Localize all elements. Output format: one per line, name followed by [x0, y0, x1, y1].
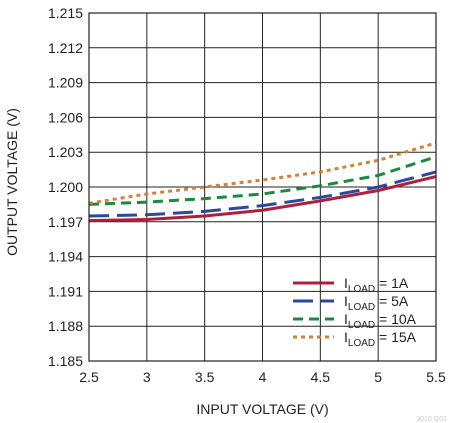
legend-prefix: I: [344, 311, 348, 327]
y-tick-label: 1.194: [48, 249, 83, 265]
legend-subscript: LOAD: [348, 302, 375, 313]
y-axis-title: OUTPUT VOLTAGE (V): [4, 108, 20, 256]
figure-code: 3010 G01: [416, 416, 447, 423]
y-tick-label: 1.206: [48, 109, 83, 125]
legend-value: = 10A: [375, 311, 417, 327]
legend-label-1a: ILOAD = 1A: [344, 275, 409, 295]
legend-prefix: I: [344, 329, 348, 345]
legend-subscript: LOAD: [348, 284, 375, 295]
series-line-15a: [88, 141, 437, 205]
x-tick-label: 4: [259, 369, 267, 385]
y-tick-label: 1.188: [48, 318, 83, 334]
x-tick-label: 2.5: [79, 369, 99, 385]
y-tick-label: 1.200: [48, 179, 83, 195]
y-tick-labels: 1.185 1.188 1.191 1.194 1.197 1.200 1.203 1.206…: [48, 5, 83, 369]
legend-label-5a: ILOAD = 5A: [344, 293, 409, 313]
y-tick-label: 1.203: [48, 144, 83, 160]
legend-label-15a: ILOAD = 15A: [344, 329, 417, 349]
series-line-1a: [88, 175, 437, 223]
legend-prefix: I: [344, 275, 348, 291]
x-tick-label: 3.5: [195, 369, 215, 385]
y-tick-label: 1.215: [48, 5, 83, 21]
series-lines: [88, 141, 437, 223]
legend-subscript: LOAD: [348, 338, 375, 349]
x-tick-label: 5.5: [426, 369, 446, 385]
y-tick-label: 1.185: [48, 353, 83, 369]
series-line-5a: [88, 170, 437, 218]
y-tick-label: 1.197: [48, 214, 83, 230]
legend-prefix: I: [344, 293, 348, 309]
x-tick-label: 3: [143, 369, 151, 385]
y-tick-label: 1.212: [48, 40, 83, 56]
y-tick-label: 1.191: [48, 283, 83, 299]
x-axis-title: INPUT VOLTAGE (V): [196, 401, 328, 417]
legend-value: = 15A: [375, 329, 417, 345]
plot-frame: [88, 12, 437, 362]
legend-value: = 1A: [375, 275, 409, 291]
series-line-10a: [88, 155, 437, 206]
y-tick-label: 1.209: [48, 75, 83, 91]
legend-label-10a: ILOAD = 10A: [344, 311, 417, 331]
legend-value: = 5A: [375, 293, 409, 309]
x-tick-label: 4.5: [311, 369, 331, 385]
x-tick-label: 5: [374, 369, 382, 385]
legend-subscript: LOAD: [348, 320, 375, 331]
x-tick-labels: 2.5 3 3.5 4 4.5 5 5.5: [79, 369, 446, 385]
